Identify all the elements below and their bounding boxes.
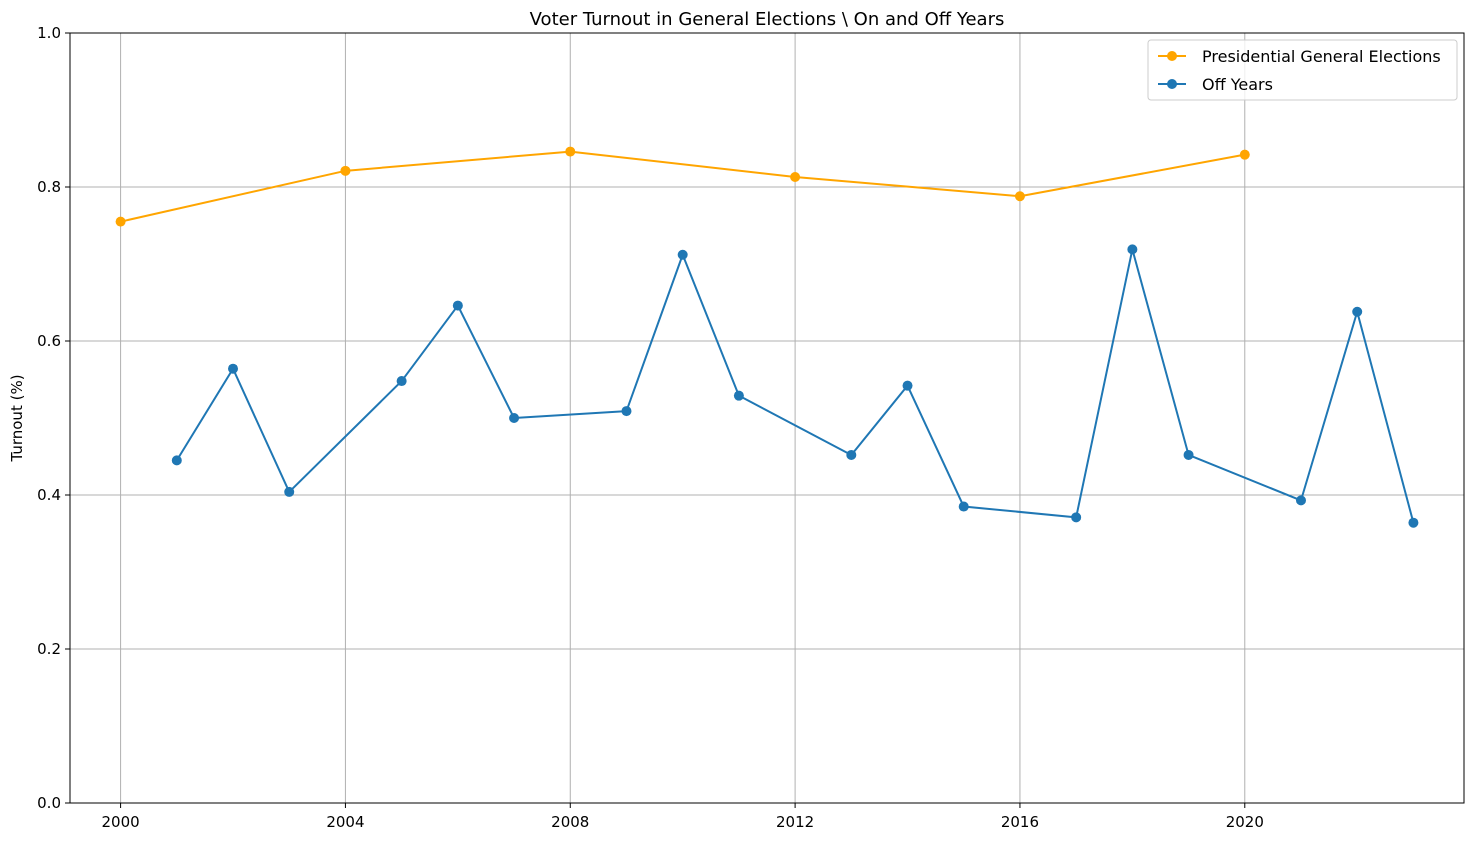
x-tick-label: 2004	[326, 813, 364, 831]
y-tick-label: 0.2	[37, 640, 61, 658]
x-tick-label: 2000	[101, 813, 139, 831]
y-axis-label: Turnout (%)	[8, 374, 26, 462]
x-tick-label: 2016	[1001, 813, 1039, 831]
data-point	[1295, 495, 1306, 506]
series-off-years	[171, 244, 1419, 528]
data-point	[733, 390, 744, 401]
data-point	[115, 216, 126, 227]
data-point	[452, 300, 463, 311]
legend-label: Off Years	[1202, 75, 1273, 94]
legend-item: Off Years	[1158, 75, 1273, 94]
data-point	[1127, 244, 1138, 255]
series-line	[175, 248, 1415, 523]
axis-ticks: 2000 2004 2008 2012 2016 2020 0.0 0.2 0.4 0.6 0.8 1…	[37, 24, 1264, 831]
data-point	[902, 380, 913, 391]
x-tick-label: 2012	[776, 813, 814, 831]
y-tick-label: 0.0	[37, 794, 61, 812]
series-presidential	[115, 146, 1250, 227]
legend: Presidential General Elections Off Years	[1147, 39, 1458, 101]
data-point	[509, 413, 520, 423]
data-point	[340, 165, 351, 176]
y-tick-label: 1.0	[37, 24, 61, 42]
data-point	[1352, 306, 1363, 317]
x-tick-label: 2020	[1226, 813, 1264, 831]
data-point	[621, 406, 632, 417]
data-point	[228, 363, 239, 374]
data-point	[958, 501, 969, 512]
data-point	[171, 455, 182, 466]
series-layer	[115, 146, 1419, 528]
data-point	[1014, 191, 1025, 202]
data-point	[677, 249, 688, 260]
legend-swatch-marker	[1167, 51, 1177, 61]
plot-frame	[69, 32, 1465, 804]
series-line	[120, 150, 1245, 223]
data-point	[1071, 512, 1082, 523]
legend-label: Presidential General Elections	[1202, 47, 1441, 66]
data-point	[396, 376, 407, 387]
chart-title: Voter Turnout in General Elections \ On …	[530, 9, 1005, 30]
data-point	[1408, 517, 1419, 528]
data-point	[1239, 149, 1250, 160]
data-point	[790, 171, 801, 182]
data-point	[565, 146, 576, 157]
data-point	[846, 449, 857, 460]
y-tick-label: 0.8	[37, 178, 61, 196]
legend-item: Presidential General Elections	[1158, 47, 1441, 66]
data-point	[284, 486, 295, 497]
y-tick-label: 0.4	[37, 486, 61, 504]
y-tick-label: 0.6	[37, 332, 61, 350]
data-point	[1183, 449, 1194, 460]
x-tick-label: 2008	[551, 813, 589, 831]
legend-box	[1147, 39, 1458, 101]
legend-swatch-marker	[1167, 79, 1177, 89]
grid-lines	[70, 32, 1464, 804]
